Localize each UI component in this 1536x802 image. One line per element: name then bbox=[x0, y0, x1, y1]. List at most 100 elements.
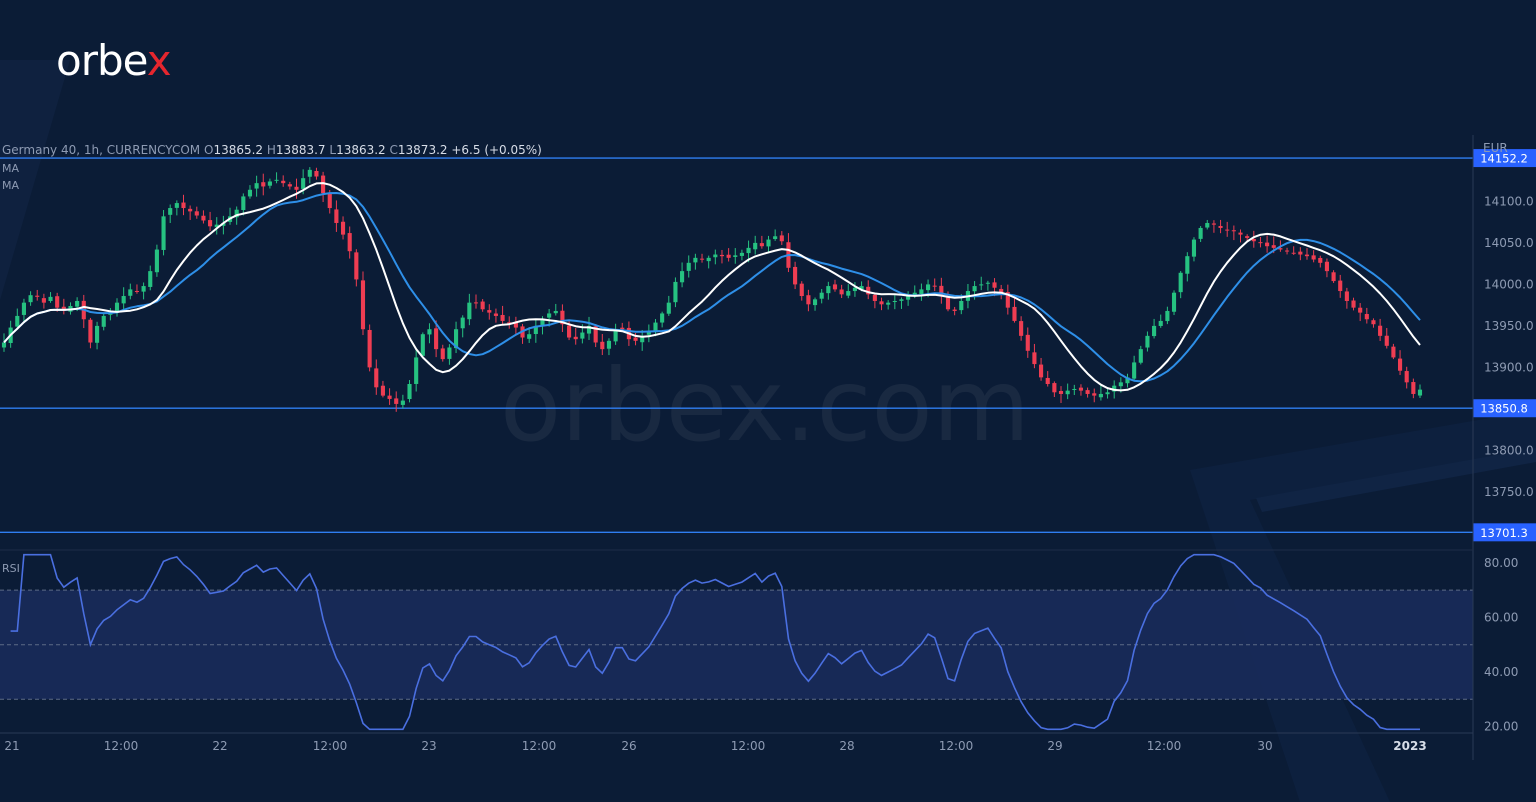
candle-body bbox=[919, 289, 924, 295]
candle bbox=[1284, 247, 1290, 255]
candle-body bbox=[1284, 250, 1290, 252]
candle-body bbox=[1324, 261, 1329, 272]
candle bbox=[547, 308, 552, 327]
candle-body bbox=[600, 341, 605, 350]
candle-body bbox=[699, 258, 705, 260]
time-tick-label: 12:00 bbox=[1147, 739, 1182, 753]
ma-fast-line bbox=[3, 182, 1421, 392]
candle-body bbox=[487, 310, 492, 313]
candle-body bbox=[1358, 307, 1363, 313]
candle bbox=[1417, 384, 1423, 398]
candle bbox=[1364, 307, 1369, 324]
candle-body bbox=[214, 224, 219, 228]
candle bbox=[434, 320, 439, 358]
candle bbox=[394, 391, 399, 412]
candle bbox=[321, 171, 326, 203]
candle bbox=[181, 194, 186, 216]
candle-body bbox=[553, 310, 558, 314]
candle-body bbox=[1338, 280, 1343, 292]
candle bbox=[713, 249, 718, 265]
candle-body bbox=[148, 271, 153, 287]
level-price-tag bbox=[1473, 149, 1536, 168]
candle bbox=[21, 298, 26, 323]
candle-body bbox=[414, 357, 419, 384]
candle-body bbox=[247, 189, 253, 197]
currency-label: EUR bbox=[1483, 141, 1508, 155]
candle-body bbox=[1291, 252, 1296, 254]
candle-body bbox=[899, 299, 904, 301]
candle bbox=[1098, 384, 1103, 401]
candle-body bbox=[547, 313, 552, 318]
candle-body bbox=[726, 254, 731, 258]
candle bbox=[1338, 274, 1343, 298]
candle-body bbox=[134, 290, 140, 292]
candle bbox=[919, 283, 924, 301]
time-tick-label: 12:00 bbox=[522, 739, 557, 753]
candle-body bbox=[719, 254, 725, 257]
candle-body bbox=[168, 208, 173, 215]
candle bbox=[467, 293, 472, 326]
candle-body bbox=[1005, 292, 1010, 308]
candle bbox=[1092, 388, 1097, 403]
candle-body bbox=[1132, 362, 1137, 379]
candle-body bbox=[852, 287, 857, 292]
candle-body bbox=[1304, 254, 1310, 257]
candle-body bbox=[321, 175, 326, 194]
candle bbox=[128, 283, 133, 300]
candle-body bbox=[673, 281, 678, 303]
candle bbox=[1012, 298, 1017, 323]
candle-body bbox=[819, 292, 824, 299]
candle-body bbox=[1278, 248, 1283, 250]
candle-body bbox=[1205, 222, 1210, 228]
candle bbox=[347, 226, 352, 259]
candle-body bbox=[307, 169, 312, 177]
candle-body bbox=[267, 181, 272, 186]
candle bbox=[939, 277, 944, 304]
candle bbox=[693, 253, 698, 270]
candle bbox=[533, 319, 538, 343]
candle-body bbox=[234, 209, 239, 218]
candle-body bbox=[753, 242, 758, 250]
candle bbox=[1058, 386, 1064, 403]
candle-body bbox=[1258, 242, 1263, 244]
candle bbox=[55, 292, 60, 312]
candle bbox=[440, 344, 445, 362]
candle-body bbox=[354, 252, 359, 280]
candle-body bbox=[739, 252, 744, 256]
candle-body bbox=[327, 193, 332, 209]
candle-body bbox=[95, 325, 100, 343]
candle-body bbox=[560, 310, 565, 325]
candle-body bbox=[999, 288, 1004, 293]
ma-label-2: MA bbox=[2, 179, 20, 192]
candle bbox=[28, 291, 33, 306]
rsi-line bbox=[10, 553, 1420, 731]
price-tick-label: 13900.0 bbox=[1484, 360, 1534, 374]
candle-body bbox=[686, 262, 691, 271]
candle-body bbox=[1331, 272, 1336, 282]
candle bbox=[121, 287, 126, 310]
candle-body bbox=[380, 385, 385, 396]
candle-body bbox=[201, 215, 206, 221]
candle bbox=[1198, 226, 1203, 243]
candle-body bbox=[208, 220, 213, 227]
candle bbox=[872, 292, 877, 309]
open-label: O bbox=[203, 143, 214, 157]
candle bbox=[773, 229, 778, 241]
candle bbox=[214, 217, 219, 235]
candle bbox=[480, 299, 485, 312]
candle-body bbox=[1265, 242, 1270, 247]
candle-body bbox=[1138, 349, 1143, 363]
candle-body bbox=[1032, 352, 1037, 365]
candle-body bbox=[141, 286, 146, 292]
candle bbox=[653, 319, 658, 337]
low-label: L bbox=[329, 143, 337, 157]
candle bbox=[134, 284, 140, 294]
candle bbox=[314, 167, 319, 180]
candle bbox=[420, 332, 425, 359]
candle-body bbox=[1052, 383, 1057, 393]
candle-body bbox=[1404, 371, 1409, 383]
candle bbox=[161, 209, 166, 256]
candle bbox=[168, 204, 173, 223]
candle bbox=[114, 298, 120, 317]
